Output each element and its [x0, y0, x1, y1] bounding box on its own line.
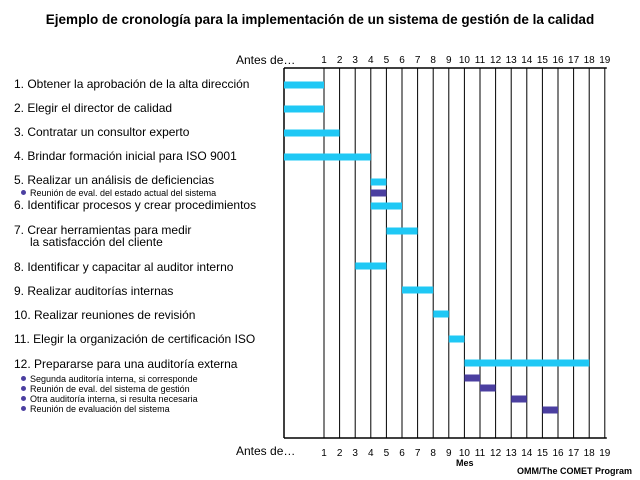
- tick-label-bottom-8: 8: [430, 448, 436, 459]
- task-label-2: 2. Elegir el director de calidad: [14, 101, 173, 115]
- tick-label-top-15: 15: [537, 55, 549, 66]
- task-label-6: 6. Identificar procesos y crear procedim…: [14, 198, 257, 212]
- tick-label-top-11: 11: [475, 55, 486, 66]
- task-label-7: 7. Crear herramientas para medir: [14, 223, 192, 237]
- task-bar-3: [284, 129, 340, 137]
- task-label-7-line2: la satisfacción del cliente: [30, 235, 163, 249]
- task-bar-4: [284, 153, 371, 161]
- subtask-bar-12-4: [542, 406, 558, 414]
- subtask-bar-5-1: [370, 189, 387, 197]
- tick-label-bottom-4: 4: [368, 448, 374, 459]
- tick-label-bottom-5: 5: [384, 448, 390, 459]
- tick-label-top-12: 12: [490, 55, 502, 66]
- subtask-bar-12-2: [480, 384, 496, 392]
- subtask-label-12-4: Reunión de evaluación del sistema: [21, 404, 170, 414]
- task-bar-1: [284, 81, 324, 89]
- task-label-10: 10. Realizar reuniones de revisión: [14, 308, 196, 322]
- tick-label-top-1: 1: [321, 55, 327, 66]
- axis-start-label-top: Antes de…: [236, 53, 296, 67]
- task-bar-2: [284, 105, 324, 113]
- subtask-bar-12-3: [511, 395, 527, 403]
- task-label-8: 8. Identificar y capacitar al auditor in…: [14, 260, 234, 274]
- tick-label-top-5: 5: [384, 55, 390, 66]
- tick-label-top-8: 8: [430, 55, 436, 66]
- tick-label-bottom-10: 10: [459, 448, 471, 459]
- task-bar-11: [448, 335, 465, 343]
- tick-label-bottom-12: 12: [490, 448, 502, 459]
- task-label-5: 5. Realizar un análisis de deficiencias: [14, 173, 215, 187]
- subtask-label-5-1: Reunión de eval. del estado actual del s…: [20, 188, 217, 198]
- subtask-label-12-3: Otra auditoría interna, si resulta neces…: [21, 394, 198, 404]
- task-label-11: 11. Elegir la organización de certificac…: [14, 332, 256, 346]
- axis-start-label-bottom: Antes de…: [236, 444, 296, 458]
- tick-label-bottom-19: 19: [599, 448, 611, 459]
- tick-label-bottom-2: 2: [337, 448, 343, 459]
- subtask-label-12-2: Reunión de eval. del sistema de gestión: [21, 384, 190, 394]
- tick-label-bottom-3: 3: [352, 448, 358, 459]
- tick-label-top-13: 13: [506, 55, 518, 66]
- task-bar-8: [355, 262, 387, 270]
- tick-label-top-9: 9: [446, 55, 452, 66]
- tick-label-bottom-11: 11: [475, 448, 486, 459]
- tick-label-bottom-6: 6: [399, 448, 405, 459]
- task-label-12: 12. Prepararse para una auditoría extern…: [14, 357, 238, 371]
- task-bar-12: [464, 359, 590, 367]
- tick-label-bottom-14: 14: [521, 448, 533, 459]
- task-label-4: 4. Brindar formación inicial para ISO 90…: [14, 149, 237, 163]
- subtask-label-12-1: Segunda auditoría interna, si correspond…: [21, 374, 198, 384]
- tick-label-top-2: 2: [337, 55, 343, 66]
- task-bar-9: [402, 286, 434, 294]
- tick-label-top-10: 10: [459, 55, 471, 66]
- chart-title: Ejemplo de cronología para la implementa…: [45, 12, 595, 27]
- task-label-1: 1. Obtener la aprobación de la alta dire…: [14, 77, 250, 91]
- tick-label-bottom-13: 13: [506, 448, 518, 459]
- task-bar-10: [433, 310, 449, 318]
- tick-label-bottom-18: 18: [584, 448, 596, 459]
- tick-label-bottom-1: 1: [321, 448, 327, 459]
- tick-label-top-19: 19: [599, 55, 611, 66]
- tick-label-bottom-16: 16: [552, 448, 564, 459]
- credit: OMM/The COMET Program: [516, 466, 632, 476]
- subtask-bar-12-1: [464, 374, 480, 382]
- tick-label-top-17: 17: [568, 55, 580, 66]
- tick-label-bottom-15: 15: [537, 448, 549, 459]
- x-axis-label: Mes: [456, 458, 474, 468]
- tick-label-bottom-9: 9: [446, 448, 452, 459]
- tick-label-top-6: 6: [399, 55, 405, 66]
- tick-label-top-16: 16: [552, 55, 564, 66]
- tick-label-bottom-17: 17: [568, 448, 580, 459]
- task-bar-7: [386, 227, 418, 235]
- tick-label-top-7: 7: [415, 55, 421, 66]
- tick-label-top-14: 14: [521, 55, 533, 66]
- tick-label-top-3: 3: [352, 55, 358, 66]
- task-label-3: 3. Contratar un consultor experto: [14, 125, 190, 139]
- tick-label-bottom-7: 7: [415, 448, 421, 459]
- task-bar-5: [370, 178, 387, 186]
- tick-label-top-4: 4: [368, 55, 374, 66]
- task-label-9: 9. Realizar auditorías internas: [14, 284, 174, 298]
- tick-label-top-18: 18: [584, 55, 596, 66]
- task-bar-6: [370, 202, 402, 210]
